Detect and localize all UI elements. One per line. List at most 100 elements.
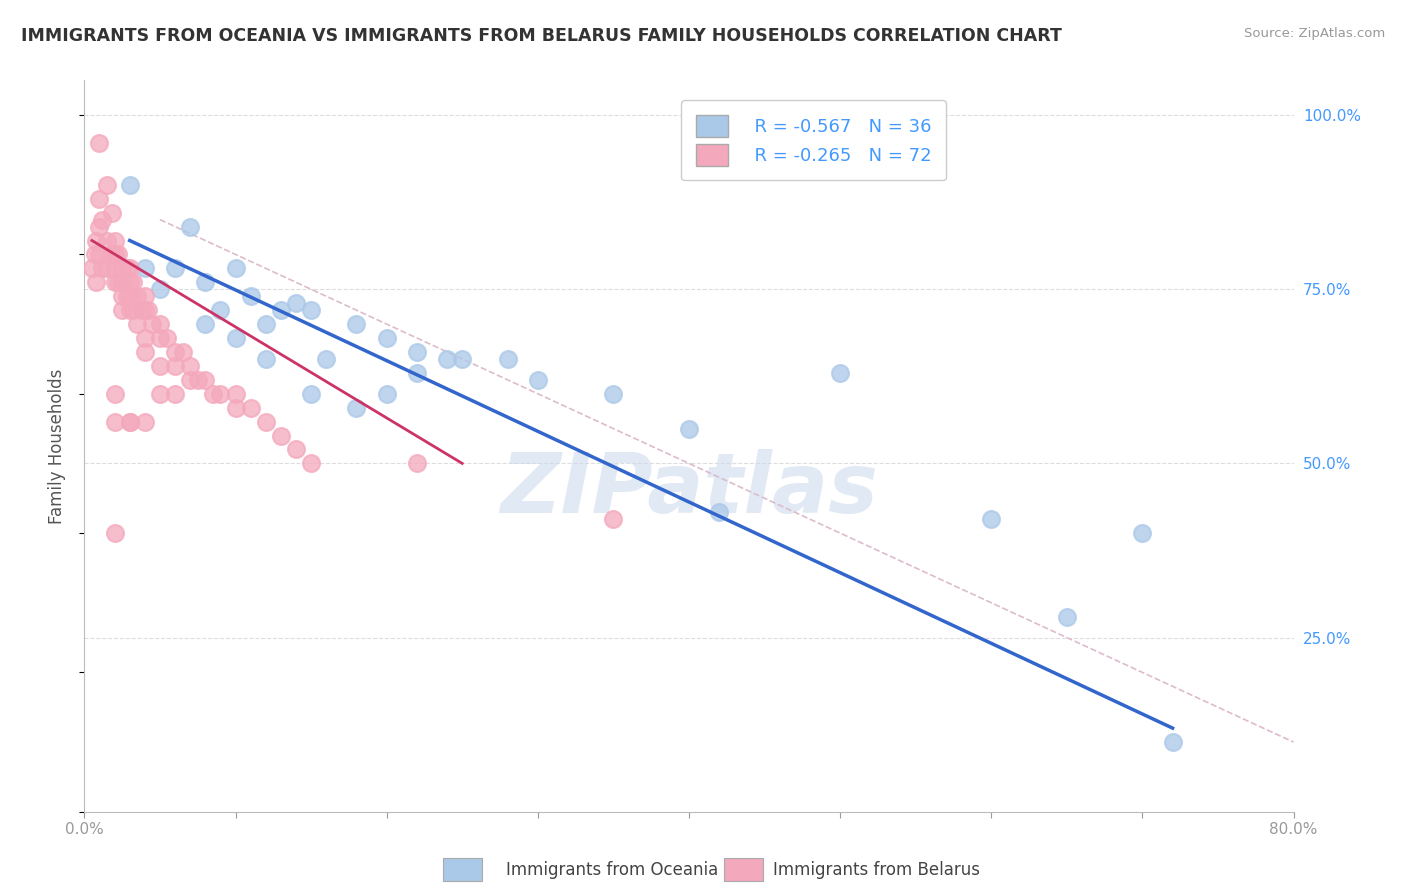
Point [89, 247, 111, 261]
Point [299, 386, 322, 401]
Point [194, 317, 217, 331]
Point [375, 331, 398, 345]
Point [225, 261, 247, 276]
Point [89, 219, 111, 234]
Point [406, 366, 429, 380]
Legend:   R = -0.567   N = 36,   R = -0.265   N = 72: R = -0.567 N = 36, R = -0.265 N = 72 [682, 100, 946, 180]
Point [254, 317, 277, 331]
Point [149, 331, 172, 345]
Point [127, 317, 149, 331]
Point [225, 331, 247, 345]
Point [91, 261, 114, 276]
Point [107, 275, 129, 289]
Point [141, 317, 163, 331]
Point [270, 428, 292, 442]
Point [134, 345, 156, 359]
Point [165, 261, 187, 276]
Point [315, 351, 337, 366]
Point [496, 351, 519, 366]
Point [104, 247, 127, 261]
Point [118, 289, 141, 303]
Point [179, 359, 201, 373]
Text: Source: ZipAtlas.com: Source: ZipAtlas.com [1244, 27, 1385, 40]
Point [179, 219, 201, 234]
Point [134, 303, 156, 318]
Point [111, 303, 134, 318]
Point [111, 261, 134, 276]
Point [86, 275, 108, 289]
Text: IMMIGRANTS FROM OCEANIA VS IMMIGRANTS FROM BELARUS FAMILY HOUSEHOLDS CORRELATION: IMMIGRANTS FROM OCEANIA VS IMMIGRANTS FR… [21, 27, 1062, 45]
Point [104, 234, 127, 248]
Point [436, 351, 458, 366]
Point [127, 289, 149, 303]
Point [91, 212, 114, 227]
Point [118, 303, 141, 318]
Point [678, 421, 700, 435]
Point [149, 359, 172, 373]
Point [134, 289, 156, 303]
Point [118, 275, 141, 289]
Point [121, 303, 143, 318]
Point [86, 234, 108, 248]
Point [104, 261, 127, 276]
Point [96, 234, 118, 248]
Point [134, 261, 156, 276]
Point [201, 386, 224, 401]
Point [111, 289, 134, 303]
Point [270, 303, 292, 318]
Point [100, 247, 122, 261]
Point [375, 386, 398, 401]
Point [1056, 609, 1078, 624]
Point [165, 345, 187, 359]
Point [165, 359, 187, 373]
Point [209, 386, 232, 401]
Point [96, 178, 118, 192]
Point [149, 317, 172, 331]
Point [149, 282, 172, 296]
Point [149, 386, 172, 401]
Point [104, 415, 127, 429]
Text: ZIPatlas: ZIPatlas [501, 450, 877, 531]
Point [254, 415, 277, 429]
Point [118, 178, 141, 192]
Point [285, 442, 308, 457]
Point [89, 136, 111, 150]
Point [104, 386, 127, 401]
Point [111, 275, 134, 289]
Point [96, 261, 118, 276]
Point [134, 415, 156, 429]
Point [299, 303, 322, 318]
Point [527, 373, 550, 387]
Point [104, 275, 127, 289]
Point [107, 247, 129, 261]
Point [406, 345, 429, 359]
Y-axis label: Family Households: Family Households [48, 368, 66, 524]
Point [830, 366, 852, 380]
Point [118, 415, 141, 429]
Point [239, 401, 262, 415]
Point [118, 415, 141, 429]
Point [299, 457, 322, 471]
Point [602, 512, 624, 526]
Point [1130, 526, 1153, 541]
Point [209, 303, 232, 318]
Point [80, 261, 103, 276]
Point [451, 351, 474, 366]
Point [709, 505, 731, 519]
Point [254, 351, 277, 366]
Point [131, 303, 153, 318]
Point [136, 303, 159, 318]
Point [406, 457, 429, 471]
Point [104, 526, 127, 541]
Point [84, 247, 107, 261]
Point [134, 331, 156, 345]
Text: Immigrants from Oceania: Immigrants from Oceania [506, 861, 718, 879]
Point [346, 401, 368, 415]
Point [285, 296, 308, 310]
Point [172, 345, 194, 359]
Point [225, 401, 247, 415]
Point [239, 289, 262, 303]
Point [225, 386, 247, 401]
Point [179, 373, 201, 387]
Point [346, 317, 368, 331]
